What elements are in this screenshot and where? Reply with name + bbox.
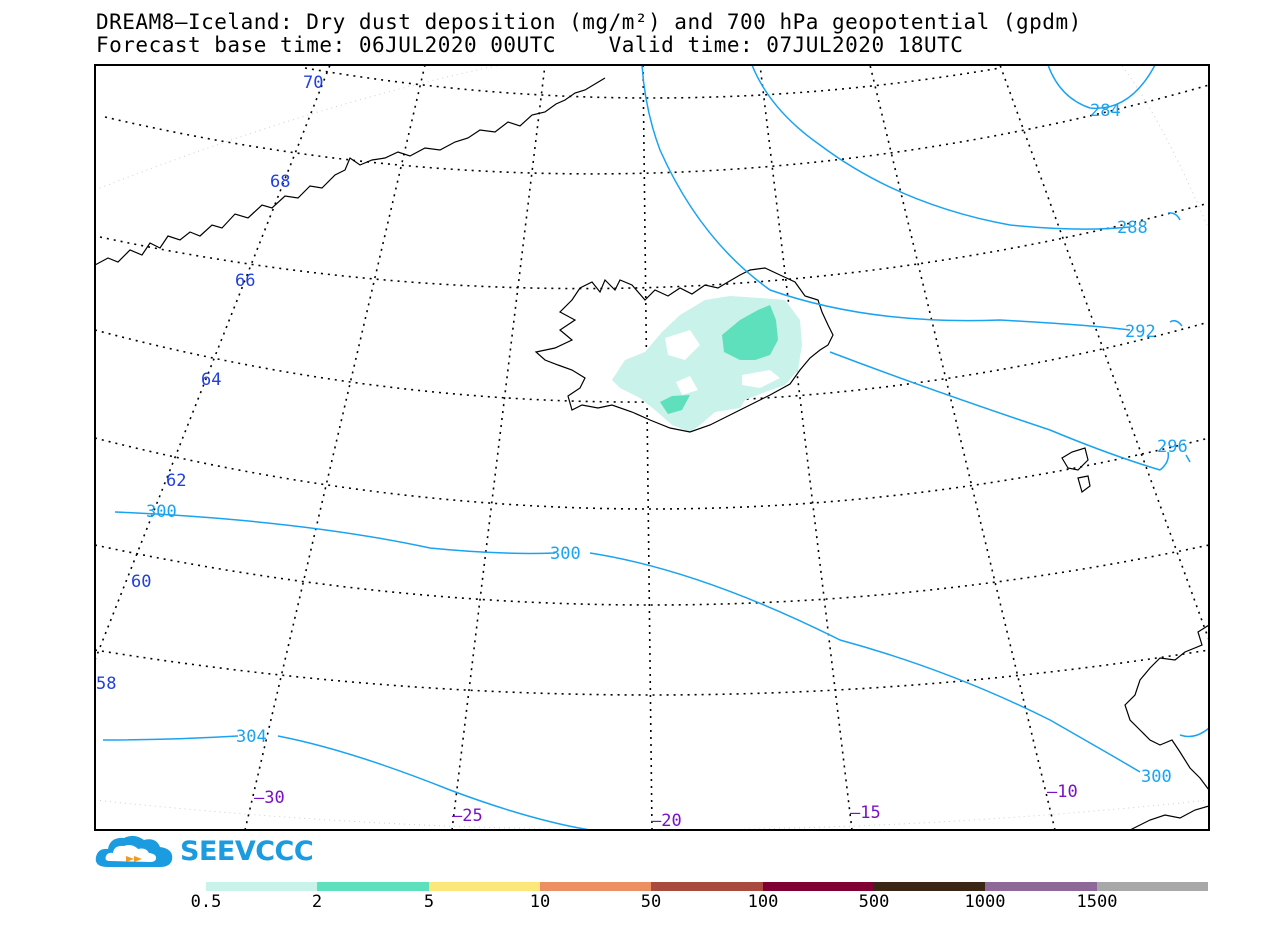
map-subtitle: Forecast base time: 06JUL2020 00UTC Vali… <box>96 33 964 57</box>
logo-text: SEEVCCC <box>180 835 314 867</box>
legend-swatch <box>539 882 652 891</box>
lat-label: 58 <box>96 674 116 694</box>
lat-label: 66 <box>235 271 255 291</box>
greenland-coastline <box>95 77 606 266</box>
map-content <box>95 65 1209 830</box>
lon-label: –10 <box>1047 782 1078 802</box>
faroe-islands <box>1061 447 1091 494</box>
contour-label: 300 <box>550 544 581 564</box>
legend-swatch <box>762 882 874 891</box>
contour-label: 304 <box>236 727 267 747</box>
contour-label: 292 <box>1125 322 1156 342</box>
dust-deposition <box>612 296 802 432</box>
legend-label: 100 <box>747 892 779 912</box>
fine-graticule <box>95 65 1209 830</box>
contour-label: 288 <box>1117 218 1148 238</box>
map-title: DREAM8–Iceland: Dry dust deposition (mg/… <box>96 10 1082 34</box>
lon-label: –25 <box>452 806 483 826</box>
norway-coastline <box>1124 624 1209 791</box>
legend-label: 5 <box>423 892 435 912</box>
scotland-coastline <box>1129 805 1209 830</box>
contour-label: 300 <box>146 502 177 522</box>
iceland-coastline <box>534 267 834 433</box>
lon-label: –15 <box>850 803 881 823</box>
latitude-labels: 70 68 66 64 62 60 58 <box>96 73 323 694</box>
lon-label: –20 <box>651 811 682 831</box>
contour-labels: 284 288 292 296 300 300 300 304 <box>146 101 1188 787</box>
contour-label: 296 <box>1157 437 1188 457</box>
lat-label: 62 <box>166 471 186 491</box>
legend-label: 1000 <box>964 892 1006 912</box>
latitude-lines <box>95 67 1209 696</box>
lat-label: 70 <box>303 73 323 93</box>
legend-label: 500 <box>858 892 890 912</box>
legend-label: 2 <box>311 892 323 912</box>
map-frame <box>94 64 1210 831</box>
contour-label: 300 <box>1141 767 1172 787</box>
legend-swatch <box>428 882 540 891</box>
lat-label: 68 <box>270 172 290 192</box>
legend-swatch <box>317 882 429 891</box>
longitude-labels: –30 –25 –20 –15 –10 <box>254 782 1078 831</box>
seevccc-logo: SEEVCCC <box>94 833 314 869</box>
lon-label: –30 <box>254 788 285 808</box>
legend-label: 10 <box>529 892 551 912</box>
legend-swatch <box>873 882 986 891</box>
legend-swatch <box>1096 882 1208 891</box>
legend-swatch <box>651 882 763 891</box>
lat-label: 60 <box>131 572 151 592</box>
lat-label: 64 <box>201 370 221 390</box>
longitude-lines <box>95 65 1209 830</box>
cloud-logo-icon <box>95 835 173 867</box>
legend-label: 50 <box>640 892 662 912</box>
legend-label: 1500 <box>1076 892 1118 912</box>
legend-swatch <box>206 882 318 891</box>
color-legend <box>206 882 1208 891</box>
legend-label: 0.5 <box>190 892 222 912</box>
legend-swatch <box>985 882 1097 891</box>
geopotential-contours <box>102 65 1209 830</box>
contour-label: 284 <box>1090 101 1121 121</box>
